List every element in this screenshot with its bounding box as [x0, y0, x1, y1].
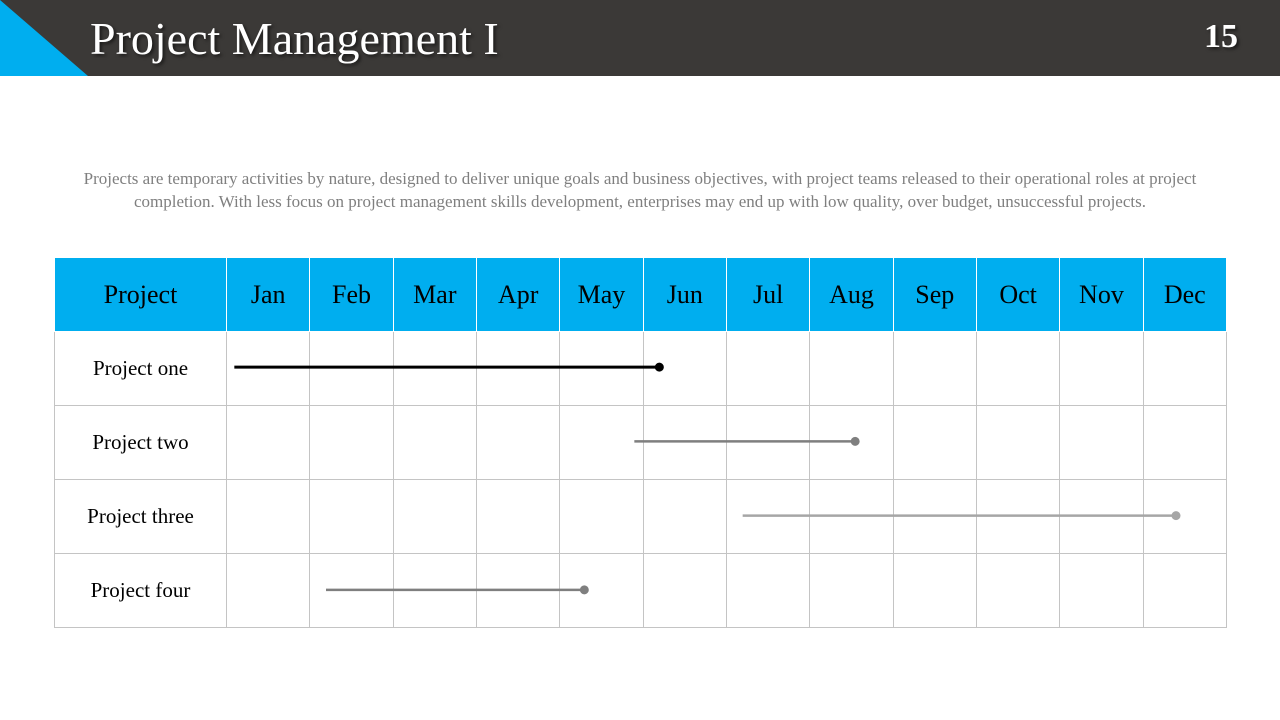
month-header-nov: Nov — [1059, 257, 1144, 332]
timeline-cell — [1059, 331, 1144, 406]
timeline-cell — [892, 405, 977, 480]
timeline-cell — [642, 331, 727, 406]
timeline-cell — [559, 331, 644, 406]
table-row: Project four — [54, 553, 1227, 628]
month-header-mar: Mar — [392, 257, 477, 332]
month-header-sep: Sep — [892, 257, 977, 332]
timeline-cell — [475, 405, 561, 480]
timeline-cell — [892, 331, 977, 406]
timeline-cell — [975, 405, 1061, 480]
timeline-cell — [1059, 553, 1144, 628]
gantt-body: Project one Project two Project three Proje… — [54, 331, 1227, 628]
month-header-jan: Jan — [225, 257, 311, 332]
timeline-cell — [975, 479, 1061, 554]
timeline-cell — [725, 553, 811, 628]
timeline-cell — [642, 479, 727, 554]
timeline-cell — [559, 553, 644, 628]
timeline-cell — [392, 479, 477, 554]
timeline-cell — [309, 405, 394, 480]
timeline-cell — [642, 405, 727, 480]
timeline-cell — [1059, 479, 1144, 554]
slide-number: 15 — [1204, 18, 1238, 55]
timeline-cell — [809, 331, 894, 406]
timeline-cell — [475, 331, 561, 406]
timeline-cell — [309, 553, 394, 628]
project-name-cell: Project four — [54, 553, 227, 628]
project-name-cell: Project one — [54, 331, 227, 406]
timeline-cell — [809, 553, 894, 628]
month-header-oct: Oct — [975, 257, 1061, 332]
timeline-cell — [642, 553, 727, 628]
timeline-cell — [975, 331, 1061, 406]
timeline-cell — [725, 331, 811, 406]
timeline-cell — [1059, 405, 1144, 480]
project-name-cell: Project two — [54, 405, 227, 480]
gantt-header-row: Project Jan Feb Mar Apr May Jun Jul Aug Sep Oct No… — [54, 257, 1227, 332]
timeline-cell — [559, 405, 644, 480]
month-header-jul: Jul — [725, 257, 811, 332]
timeline-cell — [309, 331, 394, 406]
timeline-cell — [892, 553, 977, 628]
timeline-cell — [225, 479, 311, 554]
timeline-cell — [725, 405, 811, 480]
timeline-cell — [309, 479, 394, 554]
table-row: Project three — [54, 479, 1227, 554]
title-bar — [0, 0, 1280, 76]
timeline-cell — [392, 405, 477, 480]
timeline-cell — [225, 553, 311, 628]
timeline-cell — [725, 479, 811, 554]
timeline-cell — [1142, 479, 1227, 554]
project-name-cell: Project three — [54, 479, 227, 554]
table-row: Project one — [54, 331, 1227, 406]
timeline-cell — [392, 331, 477, 406]
month-header-feb: Feb — [309, 257, 394, 332]
intro-paragraph: Projects are temporary activities by nat… — [83, 169, 1197, 211]
timeline-cell — [475, 479, 561, 554]
timeline-cell — [975, 553, 1061, 628]
timeline-cell — [475, 553, 561, 628]
timeline-cell — [392, 553, 477, 628]
month-header-apr: Apr — [475, 257, 561, 332]
timeline-cell — [809, 479, 894, 554]
timeline-cell — [809, 405, 894, 480]
timeline-cell — [1142, 405, 1227, 480]
gantt-table: Project Jan Feb Mar Apr May Jun Jul Aug Sep Oct No… — [54, 257, 1227, 628]
project-column-header: Project — [54, 257, 227, 332]
timeline-cell — [892, 479, 977, 554]
timeline-cell — [225, 405, 311, 480]
timeline-cell — [559, 479, 644, 554]
month-header-dec: Dec — [1142, 257, 1227, 332]
timeline-cell — [1142, 553, 1227, 628]
month-header-jun: Jun — [642, 257, 727, 332]
timeline-cell — [1142, 331, 1227, 406]
timeline-cell — [225, 331, 311, 406]
month-header-aug: Aug — [809, 257, 894, 332]
month-header-may: May — [559, 257, 644, 332]
table-row: Project two — [54, 405, 1227, 480]
slide-title: Project Management I — [90, 13, 499, 64]
